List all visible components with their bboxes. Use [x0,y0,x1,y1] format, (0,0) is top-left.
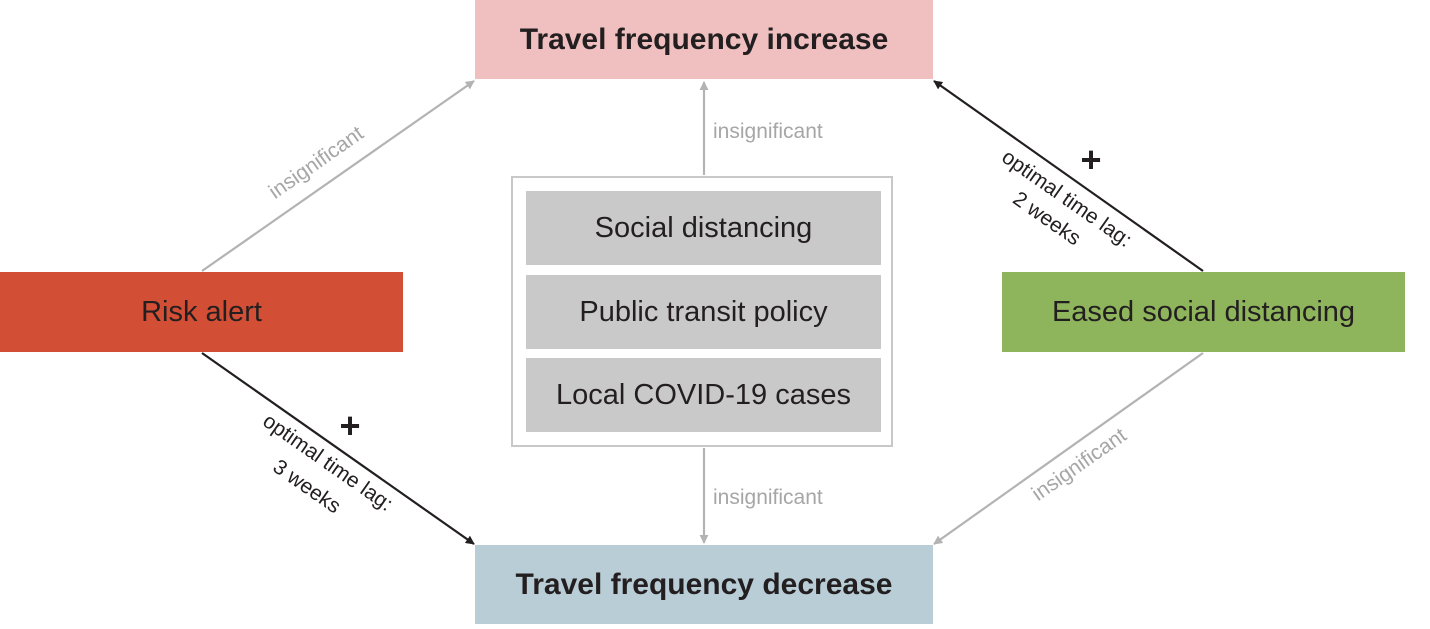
factor-social-distancing: Social distancing [526,191,881,265]
edge-risk-alert-to-decrease [201,352,475,545]
eased-social-distancing-label: Eased social distancing [1051,295,1356,328]
factor-public-transit-policy: Public transit policy [526,275,881,349]
travel-frequency-decrease-label: Travel frequency decrease [515,567,893,601]
edge-label-factors-decrease: insignificant [713,486,823,509]
edge-eased-to-increase [933,80,1204,272]
risk-alert-node: Risk alert [0,272,403,352]
factor-local-covid-cases: Local COVID-19 cases [526,358,881,432]
travel-frequency-increase-label: Travel frequency increase [519,22,889,56]
edge-eased-to-decrease [933,352,1204,545]
positive-sign-eased: + [1080,139,1101,180]
factors-group [511,176,893,447]
risk-alert-label: Risk alert [141,295,262,328]
edge-risk-alert-to-increase [201,80,475,272]
factor-label: Public transit policy [579,295,828,328]
factor-label: Social distancing [594,211,813,244]
eased-social-distancing-node: Eased social distancing [1002,272,1405,352]
travel-frequency-increase-node: Travel frequency increase [475,0,933,79]
travel-frequency-decrease-node: Travel frequency decrease [475,545,933,624]
factor-label: Local COVID-19 cases [556,378,851,411]
positive-sign-risk-alert: + [339,405,360,446]
edge-label-factors-increase: insignificant [713,120,823,143]
edge-label-eased-decrease: insignificant [1028,424,1131,506]
